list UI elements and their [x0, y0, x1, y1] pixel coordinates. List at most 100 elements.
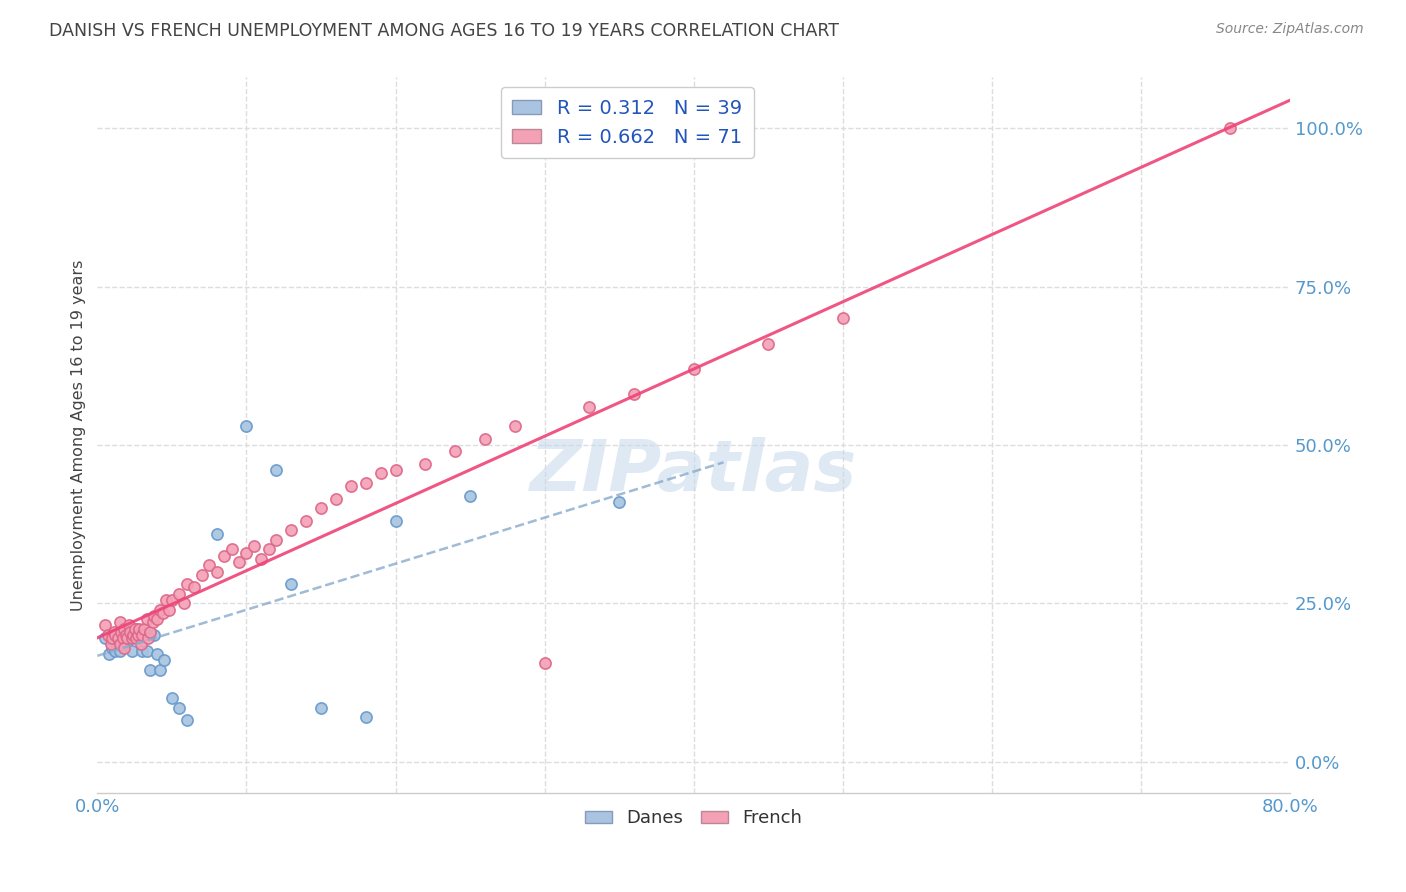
Point: [160, 593, 183, 607]
Point: [103, 624, 125, 639]
Point: [280, 577, 302, 591]
Point: [118, 631, 141, 645]
Point: [128, 622, 150, 636]
Point: [97, 628, 120, 642]
Point: [114, 628, 136, 642]
Point: [129, 637, 152, 651]
Point: [127, 628, 149, 642]
Point: [108, 644, 131, 658]
Point: [221, 542, 243, 557]
Point: [146, 612, 169, 626]
Point: [124, 628, 146, 642]
Point: [138, 663, 160, 677]
Point: [104, 628, 127, 642]
Point: [682, 362, 704, 376]
Point: [169, 701, 191, 715]
Point: [125, 622, 148, 636]
Point: [176, 714, 198, 728]
Point: [135, 644, 157, 658]
Point: [264, 463, 287, 477]
Point: [138, 624, 160, 639]
Point: [120, 624, 142, 639]
Point: [155, 593, 177, 607]
Point: [132, 622, 155, 636]
Point: [309, 501, 332, 516]
Point: [112, 640, 135, 655]
Point: [415, 457, 437, 471]
Point: [115, 634, 138, 648]
Point: [235, 418, 257, 433]
Point: [250, 552, 273, 566]
Point: [607, 495, 630, 509]
Point: [135, 612, 157, 626]
Text: ZIPatlas: ZIPatlas: [530, 437, 858, 506]
Point: [384, 514, 406, 528]
Point: [354, 710, 377, 724]
Point: [121, 644, 143, 658]
Point: [578, 400, 600, 414]
Point: [325, 491, 347, 506]
Point: [114, 628, 136, 642]
Point: [121, 631, 143, 645]
Legend: Danes, French: Danes, French: [578, 802, 810, 834]
Point: [128, 631, 150, 645]
Point: [108, 637, 131, 651]
Point: [149, 663, 172, 677]
Point: [309, 701, 332, 715]
Point: [153, 653, 176, 667]
Point: [101, 640, 124, 655]
Point: [112, 634, 135, 648]
Point: [131, 644, 153, 658]
Point: [132, 628, 155, 642]
Point: [143, 609, 166, 624]
Point: [111, 631, 134, 645]
Point: [354, 475, 377, 490]
Point: [110, 624, 132, 639]
Point: [100, 637, 122, 651]
Point: [131, 628, 153, 642]
Point: [160, 691, 183, 706]
Point: [101, 631, 124, 645]
Point: [339, 479, 361, 493]
Point: [112, 622, 135, 636]
Point: [118, 618, 141, 632]
Point: [136, 631, 159, 645]
Point: [143, 628, 166, 642]
Point: [205, 565, 228, 579]
Point: [503, 418, 526, 433]
Point: [831, 311, 853, 326]
Point: [474, 432, 496, 446]
Point: [98, 647, 121, 661]
Point: [141, 615, 163, 630]
Point: [295, 514, 318, 528]
Point: [198, 558, 221, 573]
Point: [533, 657, 555, 671]
Point: [94, 618, 117, 632]
Point: [108, 637, 131, 651]
Point: [205, 526, 228, 541]
Point: [110, 631, 132, 645]
Point: [115, 631, 138, 645]
Point: [623, 387, 645, 401]
Point: [124, 622, 146, 636]
Point: [107, 631, 129, 645]
Point: [152, 606, 174, 620]
Point: [169, 587, 191, 601]
Point: [280, 524, 302, 538]
Point: [235, 546, 257, 560]
Point: [94, 631, 117, 645]
Point: [243, 539, 266, 553]
Text: Source: ZipAtlas.com: Source: ZipAtlas.com: [1216, 22, 1364, 37]
Point: [146, 647, 169, 661]
Point: [444, 444, 467, 458]
Point: [190, 567, 212, 582]
Point: [104, 644, 127, 658]
Point: [101, 628, 124, 642]
Point: [173, 596, 195, 610]
Point: [183, 581, 205, 595]
Point: [149, 602, 172, 616]
Point: [756, 336, 779, 351]
Point: [105, 637, 128, 651]
Point: [108, 615, 131, 630]
Y-axis label: Unemployment Among Ages 16 to 19 years: Unemployment Among Ages 16 to 19 years: [72, 260, 86, 611]
